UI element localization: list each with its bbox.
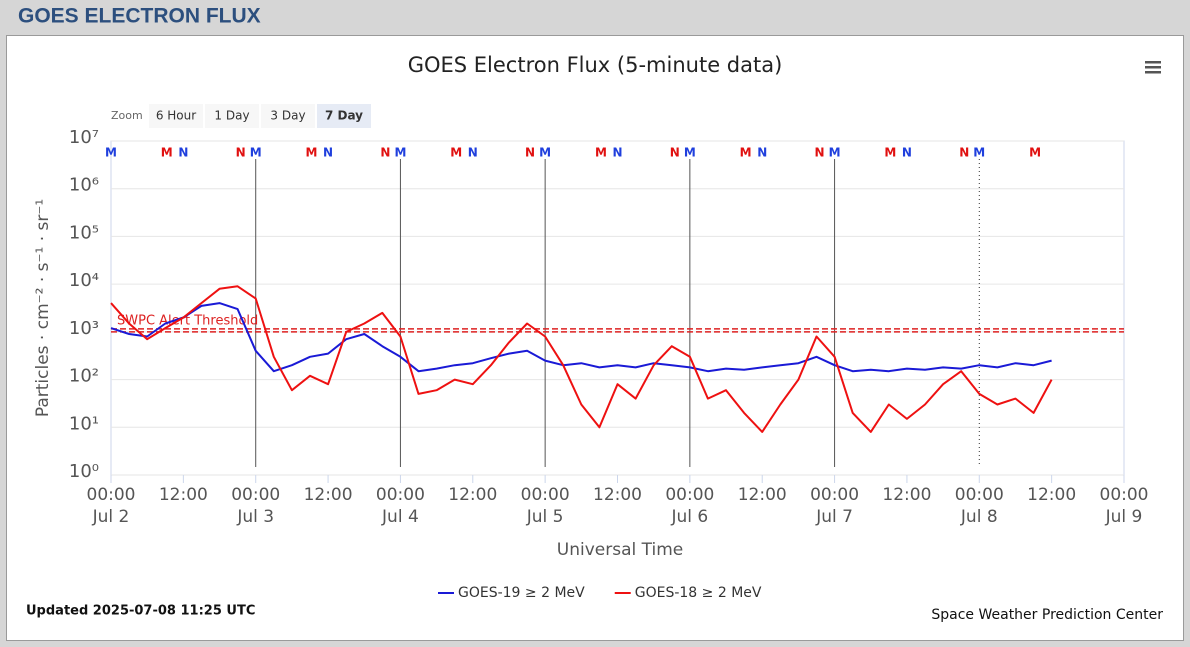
x-tick-date: Jul 2 xyxy=(92,507,130,527)
orbit-marker: M xyxy=(161,146,173,160)
x-tick-label: 12:00 xyxy=(1027,485,1076,505)
x-tick-label: 00:00 xyxy=(376,485,425,505)
x-tick-date: Jul 3 xyxy=(236,507,274,527)
zoom-button-label: 6 Hour xyxy=(156,109,196,123)
series-line xyxy=(110,302,1052,373)
x-tick-date: Jul 9 xyxy=(1105,507,1143,527)
x-tick-date: Jul 8 xyxy=(960,507,998,527)
zoom-button[interactable]: 7 Day xyxy=(317,104,371,128)
orbit-marker: N xyxy=(902,146,912,160)
legend-label: GOES-18 ≥ 2 MeV xyxy=(635,585,762,601)
y-tick-label: 10⁶ xyxy=(69,175,99,196)
orbit-marker: M xyxy=(684,146,696,160)
x-tick-label: 00:00 xyxy=(521,485,570,505)
x-tick-label: 12:00 xyxy=(882,485,931,505)
orbit-marker: N xyxy=(670,146,680,160)
x-tick-label: 12:00 xyxy=(593,485,642,505)
zoom-button-label: 7 Day xyxy=(325,109,363,123)
orbit-marker: N xyxy=(323,146,333,160)
orbit-marker: M xyxy=(250,146,262,160)
y-tick-label: 10⁵ xyxy=(69,222,99,243)
x-tick-label: 00:00 xyxy=(1100,485,1149,505)
orbit-marker: N xyxy=(612,146,622,160)
y-axis-title: Particles · cm⁻² · s⁻¹ · sr⁻¹ xyxy=(33,199,53,417)
orbit-marker: N xyxy=(959,146,969,160)
page-title: GOES ELECTRON FLUX xyxy=(18,5,261,28)
x-axis-title: Universal Time xyxy=(557,540,683,560)
zoom-button[interactable]: 6 Hour xyxy=(149,104,203,128)
orbit-marker: M xyxy=(539,146,551,160)
y-tick-label: 10⁴ xyxy=(69,270,99,291)
y-tick-label: 10² xyxy=(69,366,99,387)
orbit-marker: M xyxy=(105,146,117,160)
orbit-marker: M xyxy=(1029,146,1041,160)
zoom-button-bg xyxy=(205,104,259,128)
threshold-label: SWPC Alert Threshold xyxy=(117,313,258,328)
orbit-marker: N xyxy=(814,146,824,160)
orbit-marker: N xyxy=(236,146,246,160)
x-tick-label: 00:00 xyxy=(665,485,714,505)
x-tick-label: 12:00 xyxy=(304,485,353,505)
orbit-marker: M xyxy=(450,146,462,160)
credit: Space Weather Prediction Center xyxy=(931,607,1163,623)
series-line xyxy=(110,285,1053,433)
orbit-marker: M xyxy=(394,146,406,160)
menu-bar xyxy=(1145,61,1161,64)
x-tick-label: 00:00 xyxy=(231,485,280,505)
orbit-marker: M xyxy=(306,146,318,160)
zoom-button-bg xyxy=(261,104,315,128)
panel xyxy=(6,35,1184,641)
orbit-marker: M xyxy=(740,146,752,160)
menu-bar xyxy=(1145,66,1161,69)
x-tick-label: 12:00 xyxy=(738,485,787,505)
x-tick-label: 12:00 xyxy=(448,485,497,505)
updated-note: Updated 2025-07-08 11:25 UTC xyxy=(26,604,255,619)
orbit-marker: N xyxy=(468,146,478,160)
menu-bar xyxy=(1145,71,1161,74)
x-tick-date: Jul 5 xyxy=(526,507,564,527)
x-tick-label: 00:00 xyxy=(810,485,859,505)
zoom-button-label: 1 Day xyxy=(214,109,249,123)
chart-title: GOES Electron Flux (5-minute data) xyxy=(408,53,783,77)
zoom-button[interactable]: 3 Day xyxy=(261,104,315,128)
orbit-marker: M xyxy=(884,146,896,160)
zoom-button-bg xyxy=(317,104,371,128)
y-tick-label: 10³ xyxy=(69,318,99,339)
zoom-button-label: 3 Day xyxy=(270,109,305,123)
x-tick-date: Jul 6 xyxy=(670,507,708,527)
x-tick-label: 00:00 xyxy=(87,485,136,505)
x-tick-date: Jul 7 xyxy=(815,507,853,527)
x-tick-date: Jul 4 xyxy=(381,507,419,527)
orbit-marker: M xyxy=(595,146,607,160)
orbit-marker: N xyxy=(380,146,390,160)
orbit-marker: N xyxy=(525,146,535,160)
x-tick-label: 12:00 xyxy=(159,485,208,505)
menu-button[interactable] xyxy=(1145,61,1161,74)
zoom-button-bg xyxy=(149,104,203,128)
legend-label: GOES-19 ≥ 2 MeV xyxy=(458,585,585,601)
x-tick-label: 00:00 xyxy=(955,485,1004,505)
y-tick-label: 10⁰ xyxy=(69,461,99,482)
y-tick-label: 10¹ xyxy=(69,413,99,434)
zoom-label: Zoom xyxy=(111,109,143,122)
zoom-button[interactable]: 1 Day xyxy=(205,104,259,128)
orbit-marker: N xyxy=(757,146,767,160)
orbit-marker: M xyxy=(829,146,841,160)
orbit-marker: M xyxy=(973,146,985,160)
orbit-marker: N xyxy=(178,146,188,160)
y-tick-label: 10⁷ xyxy=(69,127,99,148)
